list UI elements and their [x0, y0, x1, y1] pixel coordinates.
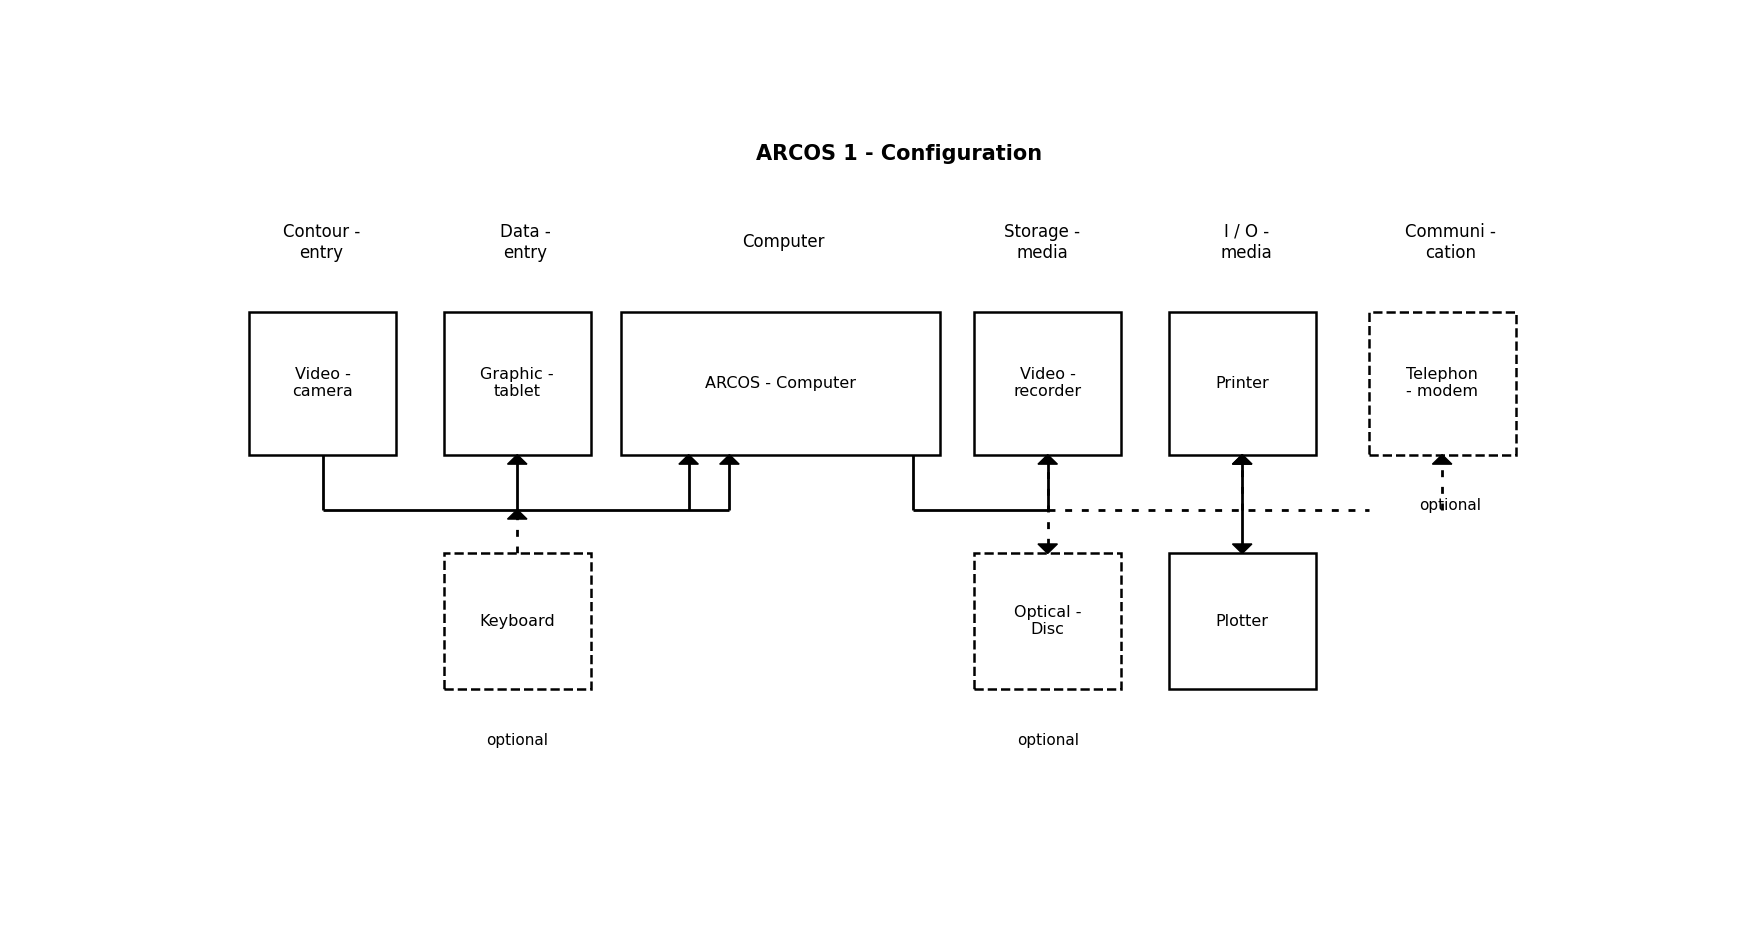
Bar [249, 312, 397, 455]
Text: Contour -
entry: Contour - entry [283, 223, 360, 262]
Text: optional: optional [1420, 498, 1481, 514]
Bar [974, 312, 1121, 455]
Text: I / O -
media: I / O - media [1220, 223, 1272, 262]
Bar [1169, 312, 1316, 455]
Polygon shape [1037, 544, 1058, 553]
Text: Optical -
Disc: Optical - Disc [1014, 605, 1081, 637]
Text: Storage -
media: Storage - media [1004, 223, 1081, 262]
Bar [1369, 312, 1516, 455]
Polygon shape [1232, 455, 1251, 464]
Text: optional: optional [1016, 732, 1079, 747]
Polygon shape [507, 455, 526, 464]
Bar [974, 553, 1121, 689]
Text: Keyboard: Keyboard [479, 613, 555, 629]
Text: optional: optional [486, 732, 548, 747]
Polygon shape [507, 510, 526, 519]
Bar [1169, 553, 1316, 689]
Text: Video -
recorder: Video - recorder [1014, 367, 1081, 399]
Polygon shape [1232, 544, 1251, 553]
Polygon shape [1432, 455, 1451, 464]
Polygon shape [679, 455, 698, 464]
Text: Printer: Printer [1214, 376, 1269, 391]
Polygon shape [1037, 455, 1058, 464]
Text: ARCOS - Computer: ARCOS - Computer [706, 376, 856, 391]
Text: Plotter: Plotter [1216, 613, 1269, 629]
Text: Graphic -
tablet: Graphic - tablet [481, 367, 555, 399]
Bar [444, 553, 591, 689]
Text: Data -
entry: Data - entry [500, 223, 551, 262]
Text: Video -
camera: Video - camera [293, 367, 353, 399]
Polygon shape [720, 455, 739, 464]
Bar [621, 312, 941, 455]
Polygon shape [1232, 455, 1251, 464]
Text: Computer: Computer [742, 233, 825, 251]
Text: Telephon
- modem: Telephon - modem [1406, 367, 1478, 399]
Bar [444, 312, 591, 455]
Text: ARCOS 1 - Configuration: ARCOS 1 - Configuration [756, 145, 1042, 165]
Text: Communi -
cation: Communi - cation [1404, 223, 1495, 262]
